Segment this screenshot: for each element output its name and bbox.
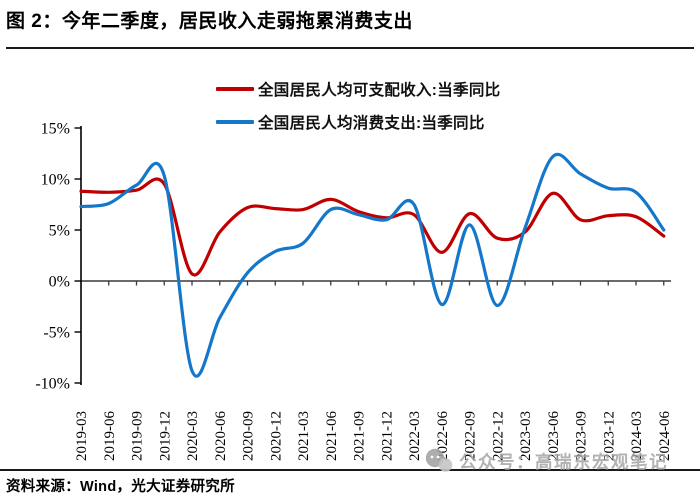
y-tick-label: 5% — [49, 223, 70, 240]
x-tick-label: 2022-09 — [463, 411, 479, 461]
x-tick-label: 2023-12 — [601, 411, 617, 461]
x-tick-label: 2021-12 — [379, 411, 395, 461]
y-tick-label: 15% — [41, 121, 70, 138]
source-note: 资料来源：Wind，光大证券研究所 — [6, 479, 235, 495]
y-tick-label: 10% — [41, 172, 70, 189]
x-tick-label: 2019-06 — [102, 411, 118, 461]
legend-label-consumption: 全国居民人均消费支出:当季同比 — [258, 115, 485, 132]
legend-item-income: 全国居民人均可支配收入:当季同比 — [216, 79, 500, 99]
y-tick-label: -5% — [43, 325, 70, 342]
footer-divider — [0, 469, 700, 471]
legend-item-consumption: 全国居民人均消费支出:当季同比 — [216, 112, 500, 132]
x-tick-label: 2024-03 — [629, 411, 645, 461]
x-tick-label: 2023-09 — [574, 411, 590, 461]
x-tick-label: 2023-03 — [518, 411, 534, 461]
y-tick-label: -10% — [35, 376, 70, 393]
x-tick-label: 2019-09 — [130, 411, 146, 461]
x-tick-label: 2022-06 — [435, 411, 451, 461]
x-tick-label: 2019-12 — [157, 411, 173, 461]
consumption-series-line — [79, 152, 666, 378]
x-tick-label: 2021-09 — [352, 411, 368, 461]
figure-title: 图 2：今年二季度，居民收入走弱拖累消费支出 — [6, 11, 413, 32]
x-tick-label: 2022-03 — [407, 411, 423, 461]
x-tick-label: 2022-12 — [490, 411, 506, 461]
income-series-line — [79, 177, 666, 277]
x-tick-label: 2021-03 — [296, 411, 312, 461]
x-tick-label: 2021-06 — [324, 411, 340, 461]
x-tick-label: 2019-03 — [74, 411, 90, 461]
y-tick-label: 0% — [49, 274, 70, 291]
legend-label-income: 全国居民人均可支配收入:当季同比 — [258, 82, 501, 99]
x-tick-label: 2023-06 — [546, 411, 562, 461]
x-tick-label: 2020-12 — [268, 411, 284, 461]
consumption-line-swatch — [216, 120, 254, 124]
x-tick-label: 2020-09 — [241, 411, 257, 461]
income-line-swatch — [216, 87, 254, 91]
x-tick-label: 2024-06 — [657, 411, 673, 461]
title-divider — [6, 47, 694, 50]
x-tick-label: 2020-06 — [213, 411, 229, 461]
chart-legend: 全国居民人均可支配收入:当季同比 全国居民人均消费支出:当季同比 — [216, 79, 500, 145]
x-tick-label: 2020-03 — [185, 411, 201, 461]
